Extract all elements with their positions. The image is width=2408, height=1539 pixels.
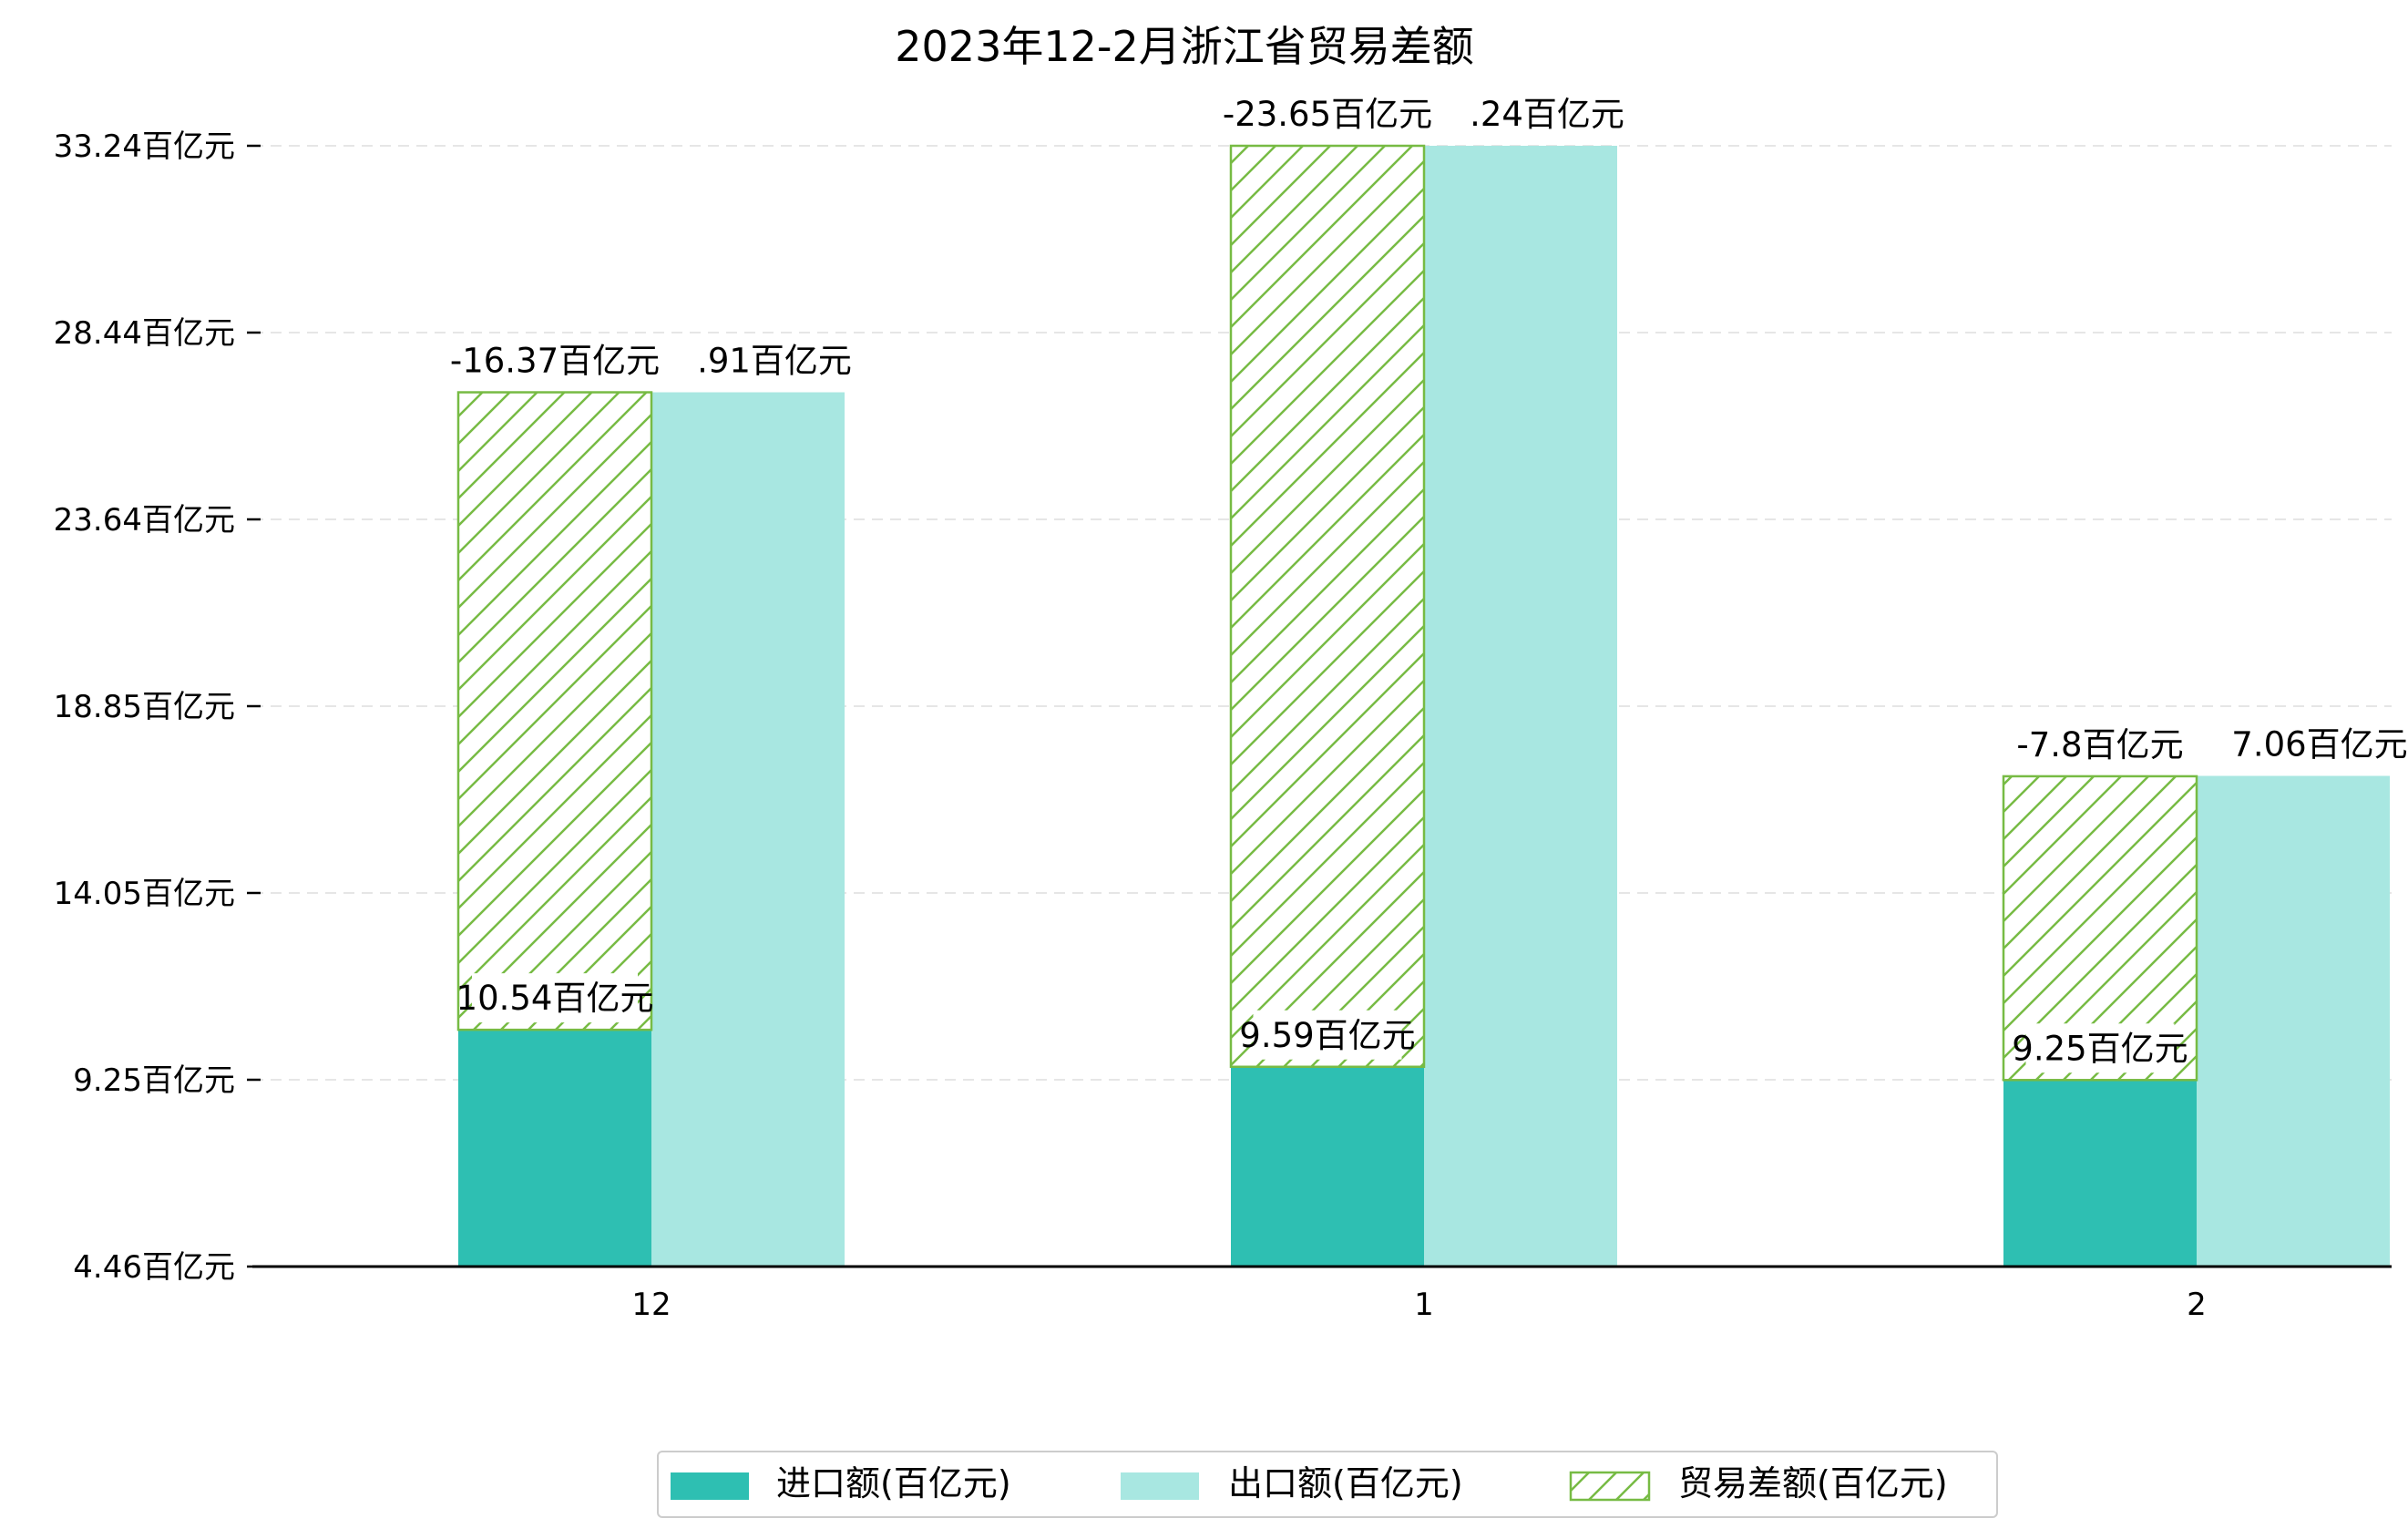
export-value-label: 7.06百亿元 — [2231, 725, 2407, 764]
x-tick-label: 1 — [1414, 1287, 1434, 1323]
import-value-label-bg — [2025, 1023, 2175, 1073]
y-tick-label: 9.25百亿元 — [73, 1062, 235, 1099]
y-tick-label: 14.05百亿元 — [54, 876, 235, 912]
balance-value-label: -7.8百亿元 — [2016, 725, 2183, 764]
chart-title: 2023年12-2月浙江省贸易差额 — [895, 22, 1473, 71]
y-tick-label: 33.24百亿元 — [54, 128, 235, 165]
legend-swatch-export — [1121, 1472, 1199, 1500]
balance-bar — [1229, 144, 1426, 1069]
import-value-label-bg — [1253, 1010, 1402, 1060]
legend-label-import: 进口额(百亿元) — [776, 1463, 1011, 1503]
legend-swatch-balance — [1569, 1471, 1651, 1502]
export-value-label-bg — [1429, 89, 1665, 139]
export-bar — [651, 392, 845, 1267]
import-bar — [1231, 1066, 1424, 1267]
export-value-label-bg — [656, 335, 893, 385]
balance-bar — [456, 391, 653, 1031]
x-tick-label: 12 — [631, 1287, 671, 1323]
import-value-label: 9.25百亿元 — [2012, 1029, 2188, 1068]
import-value-label: 10.54百亿元 — [456, 979, 654, 1018]
y-tick-label: 18.85百亿元 — [54, 689, 235, 725]
export-bar — [1424, 146, 1617, 1267]
balance-value-label-bg — [2025, 719, 2175, 769]
balance-value-label-bg — [463, 335, 647, 385]
legend: 进口额(百亿元) 出口额(百亿元) 贸易差额(百亿元) — [657, 1451, 1998, 1518]
export-value-label: .24百亿元 — [1470, 95, 1624, 134]
x-tick-label: 2 — [2187, 1287, 2207, 1323]
legend-swatch-import — [671, 1472, 749, 1500]
balance-value-label: -16.37百亿元 — [450, 342, 660, 381]
y-tick-label: 28.44百亿元 — [54, 315, 235, 352]
export-bar — [2197, 775, 2390, 1267]
import-bar — [2003, 1080, 2197, 1267]
import-value-label: 9.59百亿元 — [1239, 1016, 1415, 1055]
legend-frame — [657, 1451, 1998, 1518]
legend-label-export: 出口额(百亿元) — [1228, 1463, 1463, 1503]
export-value-label: .91百亿元 — [697, 342, 852, 381]
y-tick-label: 4.46百亿元 — [73, 1249, 235, 1286]
import-value-label-bg — [472, 973, 638, 1023]
export-value-label-bg — [2201, 719, 2408, 769]
balance-value-label: -23.65百亿元 — [1223, 95, 1432, 134]
import-bar — [458, 1030, 651, 1267]
legend-label-balance: 贸易差额(百亿元) — [1678, 1463, 1948, 1503]
y-tick-label: 23.64百亿元 — [54, 502, 235, 539]
balance-value-label-bg — [1235, 89, 1419, 139]
